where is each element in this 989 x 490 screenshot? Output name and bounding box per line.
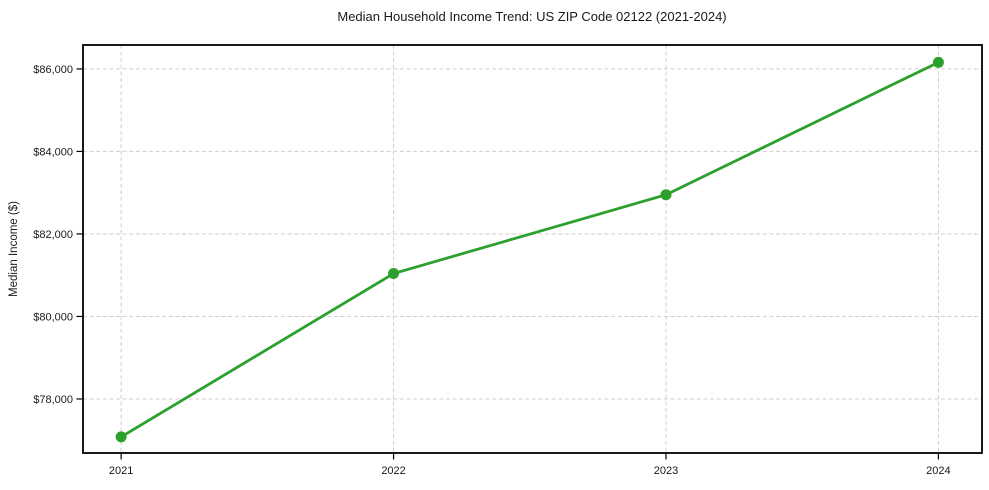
data-point-2024 [932, 56, 944, 68]
data-point-2022 [388, 268, 400, 280]
y-tick-label: $78,000 [33, 394, 73, 406]
y-tick-label: $82,000 [33, 229, 73, 241]
data-point-2023 [660, 189, 672, 201]
x-tick-label: 2023 [654, 465, 678, 477]
gridlines [83, 45, 982, 453]
y-tick-label: $80,000 [33, 311, 73, 323]
x-tick-label: 2022 [381, 465, 405, 477]
y-tick-label: $86,000 [33, 64, 73, 76]
axis-ticks [76, 68, 940, 460]
chart-title: Median Household Income Trend: US ZIP Co… [337, 9, 726, 24]
plot-border [82, 44, 983, 454]
x-tick-label: 2021 [109, 465, 133, 477]
y-axis-label: Median Income ($) [8, 201, 20, 297]
x-tick-label: 2024 [926, 465, 950, 477]
data-series [115, 56, 944, 443]
tick-labels: $78,000 $80,000 $82,000 $84,000 $86,000 2021 2… [33, 64, 950, 477]
data-point-2021 [115, 431, 127, 443]
income-trend-line [119, 60, 940, 439]
y-tick-label: $84,000 [33, 146, 73, 158]
